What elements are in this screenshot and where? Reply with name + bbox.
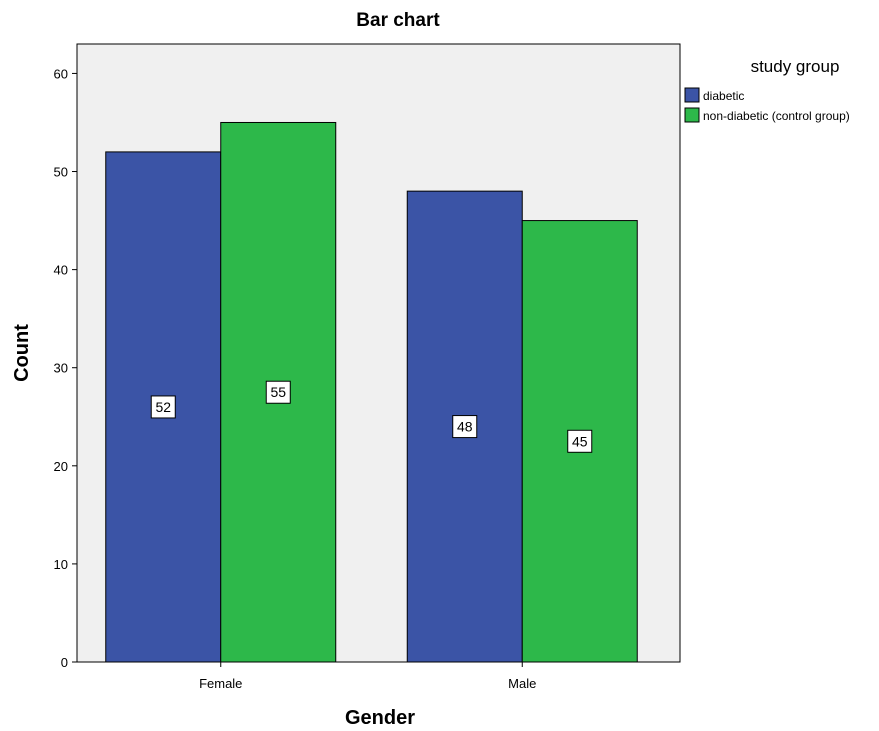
data-label-box (452, 415, 478, 439)
legend: study group diabetic non-diabetic (contro… (684, 57, 850, 123)
legend-swatch (684, 87, 700, 103)
x-axis-ticks: Female Male (199, 662, 536, 691)
y-axis-ticks: 0 10 20 30 40 50 60 (54, 66, 77, 670)
y-tick-label: 50 (54, 165, 68, 180)
bars-group: 52 55 48 45 (105, 121, 638, 663)
legend-title: study group (751, 57, 840, 76)
y-tick-label: 20 (54, 459, 68, 474)
data-label: 45 (572, 433, 588, 449)
data-label-box (265, 380, 291, 404)
data-label: 55 (270, 384, 286, 400)
chart-title: Bar chart (356, 10, 440, 31)
data-label-box (150, 395, 176, 419)
data-label: 52 (155, 399, 171, 415)
x-tick-label: Male (508, 676, 536, 691)
y-tick-label: 60 (54, 66, 68, 81)
data-label-box (567, 429, 593, 453)
y-tick-label: 10 (54, 557, 68, 572)
y-axis-title: Count (11, 324, 33, 382)
x-tick-label: Female (199, 676, 242, 691)
legend-items: diabetic non-diabetic (control group) (684, 87, 850, 123)
y-tick-label: 30 (54, 361, 68, 376)
y-tick-label: 40 (54, 263, 68, 278)
y-tick-label: 0 (61, 655, 68, 670)
x-axis-title: Gender (345, 707, 415, 729)
legend-swatch (684, 107, 700, 123)
data-label: 48 (457, 419, 473, 435)
legend-label: non-diabetic (control group) (703, 109, 850, 123)
legend-label: diabetic (703, 89, 744, 103)
